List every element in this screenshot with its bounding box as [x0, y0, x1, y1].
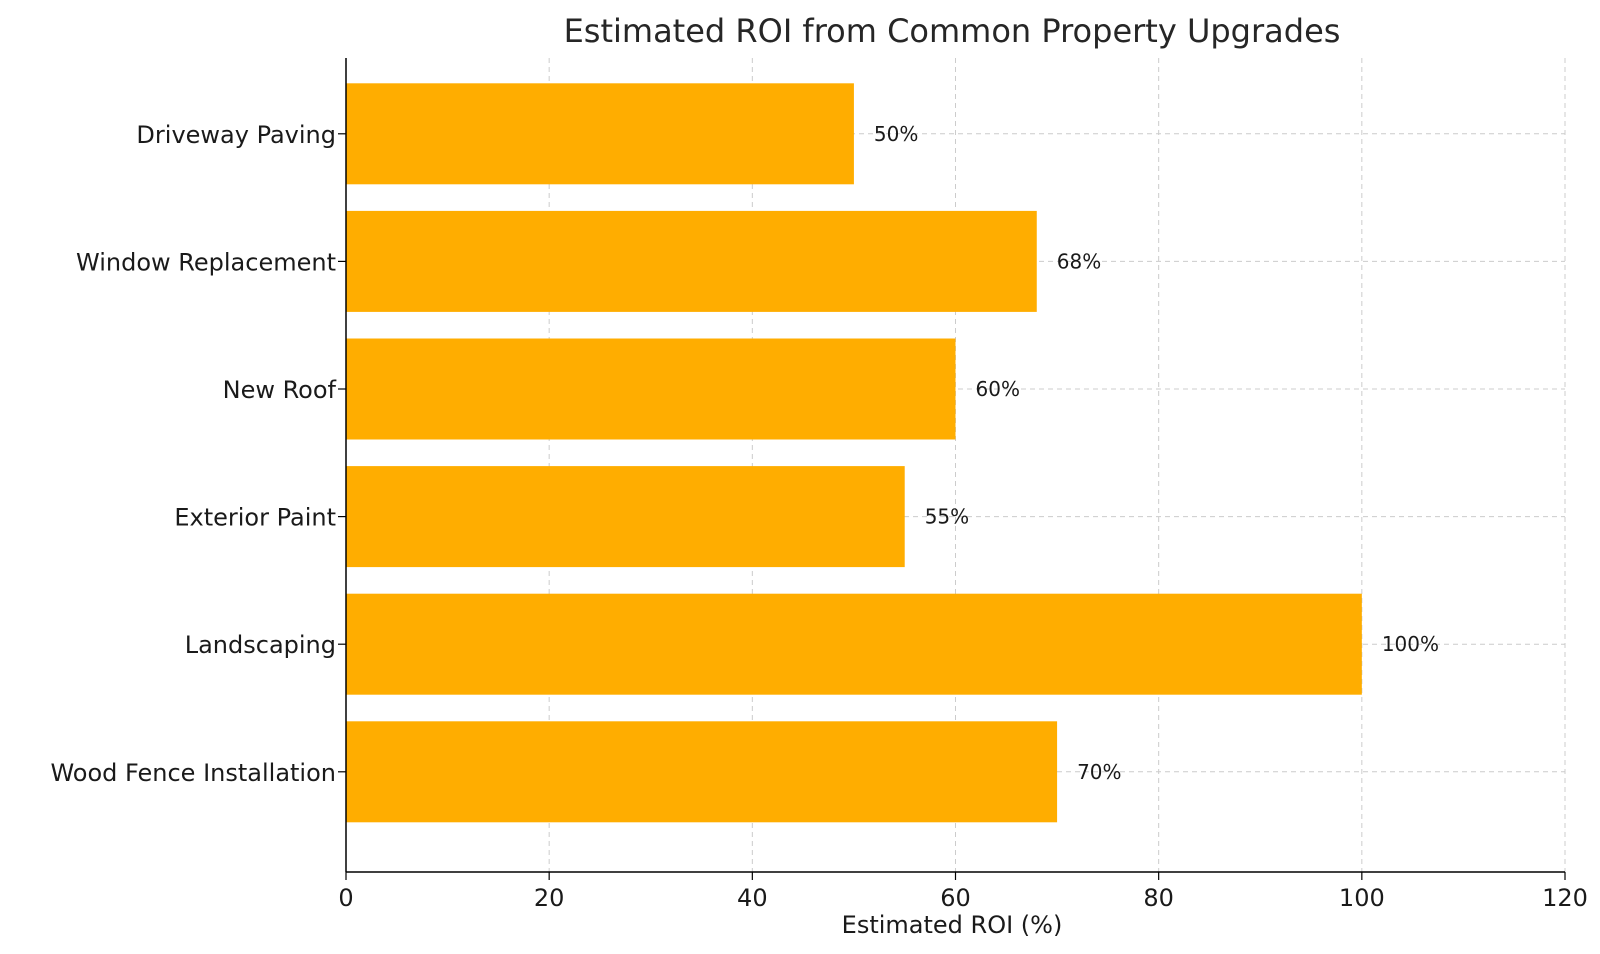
category-labels: Driveway Paving Window Replacement New Roo…	[50, 121, 346, 787]
category-label: Window Replacement	[76, 248, 336, 276]
bar-new-roof	[346, 338, 956, 440]
x-tick-label: 0	[338, 884, 353, 912]
data-label: 50%	[874, 122, 918, 146]
chart-title: Estimated ROI from Common Property Upgra…	[564, 12, 1341, 50]
bar-landscaping	[346, 593, 1362, 695]
data-label: 55%	[925, 505, 969, 529]
bar-wood-fence-installation	[346, 721, 1058, 823]
x-tick-label: 120	[1542, 884, 1588, 912]
category-label: Landscaping	[185, 631, 336, 659]
category-label: New Roof	[223, 376, 337, 404]
bar-exterior-paint	[346, 466, 905, 568]
x-tick-label: 60	[940, 884, 971, 912]
data-label: 70%	[1077, 760, 1121, 784]
category-label: Wood Fence Installation	[50, 759, 336, 787]
data-label: 100%	[1382, 632, 1439, 656]
x-tick-label: 20	[534, 884, 565, 912]
bar-driveway-paving	[346, 83, 854, 185]
bar-window-replacement	[346, 210, 1037, 312]
data-label: 60%	[976, 377, 1020, 401]
x-tick-label: 80	[1143, 884, 1174, 912]
x-ticks: 0 20 40 60 80 100 120	[338, 872, 1588, 912]
data-label: 68%	[1057, 249, 1101, 273]
bars	[346, 83, 1362, 823]
x-axis-title: Estimated ROI (%)	[842, 911, 1063, 939]
category-label: Exterior Paint	[174, 504, 336, 532]
category-label: Driveway Paving	[136, 121, 336, 149]
x-tick-label: 40	[737, 884, 768, 912]
x-tick-label: 100	[1339, 884, 1385, 912]
data-labels: 50% 68% 60% 55% 100% 70%	[874, 122, 1439, 784]
